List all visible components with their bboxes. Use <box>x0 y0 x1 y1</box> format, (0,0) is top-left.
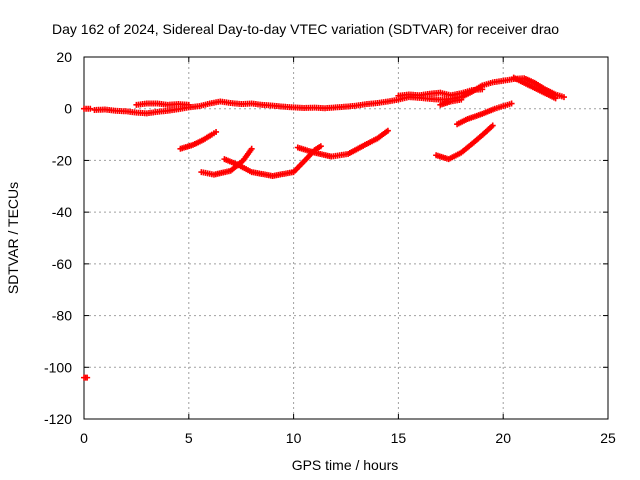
data-point <box>317 143 324 150</box>
data-point <box>552 95 559 102</box>
x-tick-label: 20 <box>495 430 511 446</box>
x-tick-label: 0 <box>80 430 88 446</box>
data-point <box>508 100 515 107</box>
x-tick-label: 10 <box>286 430 302 446</box>
data-series <box>81 74 567 381</box>
y-tick-labels: 20 0 -20 -40 -60 -80 -100 -120 <box>44 49 72 427</box>
data-point <box>458 96 465 103</box>
x-axis-label: GPS time / hours <box>292 457 399 473</box>
y-tick-label: -80 <box>52 308 72 324</box>
x-tick-label: 5 <box>185 430 193 446</box>
data-point <box>560 94 567 101</box>
data-point <box>384 127 391 134</box>
x-tick-label: 15 <box>391 430 407 446</box>
x-tick-labels: 0 5 10 15 20 25 <box>80 430 616 446</box>
y-tick-label: -60 <box>52 256 72 272</box>
data-point <box>87 105 94 112</box>
data-point <box>479 86 486 93</box>
plot-area <box>83 56 609 420</box>
y-tick-label: -40 <box>52 204 72 220</box>
axis-ticks <box>83 56 609 420</box>
data-point <box>248 145 255 152</box>
y-tick-label: 0 <box>64 101 72 117</box>
chart-title: Day 162 of 2024, Sidereal Day-to-day VTE… <box>52 21 559 37</box>
data-point <box>185 101 192 108</box>
x-tick-label: 25 <box>600 430 616 446</box>
data-point <box>213 128 220 135</box>
y-tick-label: -20 <box>52 152 72 168</box>
y-tick-label: 20 <box>56 49 72 65</box>
y-tick-label: -100 <box>44 359 72 375</box>
data-point <box>84 374 91 381</box>
y-axis-label: SDTVAR / TECUs <box>5 182 21 294</box>
y-tick-label: -120 <box>44 411 72 427</box>
data-point <box>489 122 496 129</box>
